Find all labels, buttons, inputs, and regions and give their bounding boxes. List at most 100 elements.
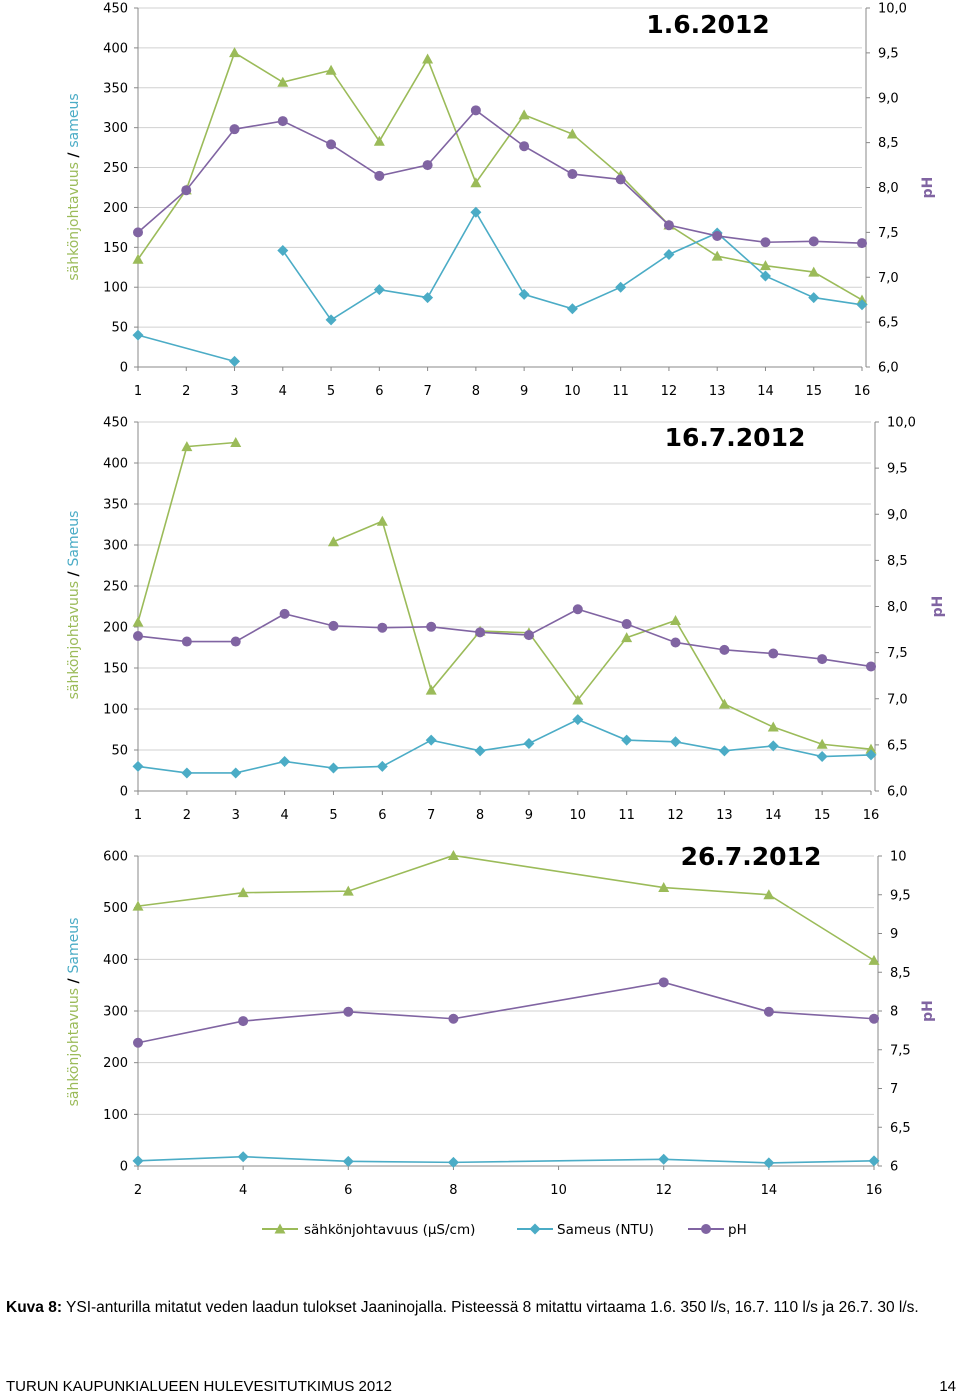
point-ph bbox=[326, 139, 337, 150]
y-right-axis-label: pH bbox=[920, 1000, 936, 1022]
y-left-label-conductivity: sähkönjohtavuus bbox=[66, 158, 82, 281]
point-ph bbox=[279, 608, 290, 619]
chart-16-7-2012: 0 50 100 150 200 250 300 350 400 450 6,0 6,5 7,0 7,5 8… bbox=[66, 416, 946, 824]
point-ph bbox=[658, 977, 669, 988]
point-ph bbox=[426, 621, 437, 632]
point-turbidity bbox=[132, 760, 144, 772]
y-left-tick-label: 400 bbox=[103, 457, 128, 472]
x-tick-label: 10 bbox=[550, 1183, 567, 1198]
chart-title: 26.7.2012 bbox=[681, 842, 822, 871]
point-ph bbox=[712, 230, 723, 241]
x-tick-label: 15 bbox=[814, 808, 831, 823]
point-turbidity bbox=[759, 270, 771, 282]
point-conductivity bbox=[132, 900, 144, 911]
point-turbidity bbox=[518, 288, 530, 300]
y-right-tick-label: 8,5 bbox=[890, 966, 911, 981]
point-conductivity bbox=[327, 536, 339, 547]
y-right-tick-label: 6,5 bbox=[890, 1121, 911, 1136]
y-right-tick-label: 7 bbox=[890, 1082, 898, 1097]
point-turbidity bbox=[658, 1153, 670, 1165]
y-right-tick-label: 10,0 bbox=[878, 2, 907, 17]
point-ph bbox=[621, 619, 632, 630]
point-turbidity bbox=[865, 749, 877, 761]
point-conductivity bbox=[470, 177, 482, 188]
legend-marker bbox=[701, 1224, 711, 1234]
point-turbidity bbox=[132, 329, 144, 341]
point-conductivity bbox=[566, 128, 578, 139]
point-ph bbox=[181, 185, 192, 196]
x-tick-label: 6 bbox=[378, 808, 386, 823]
y-left-label-separator: / bbox=[66, 566, 82, 576]
point-conductivity bbox=[670, 614, 682, 625]
x-tick-label: 14 bbox=[765, 808, 782, 823]
y-left-label-conductivity: sähkönjohtavuus bbox=[66, 576, 82, 699]
y-left-tick-label: 100 bbox=[103, 703, 128, 718]
point-turbidity bbox=[447, 1156, 459, 1168]
series-ph bbox=[133, 105, 867, 249]
series-turbidity bbox=[132, 1151, 880, 1169]
point-conductivity bbox=[658, 882, 670, 893]
point-ph bbox=[763, 1006, 774, 1017]
y-right-tick-label: 6 bbox=[890, 1160, 898, 1175]
point-ph bbox=[866, 661, 876, 672]
x-tick-label: 2 bbox=[182, 384, 190, 399]
y-right-tick-label: 8,5 bbox=[878, 136, 899, 151]
point-conductivity bbox=[447, 849, 459, 860]
x-tick-label: 1 bbox=[134, 808, 142, 823]
y-left-label-turbidity: Sameus bbox=[66, 918, 82, 974]
chart-1-6-2012: 0 50 100 150 200 250 300 350 400 450 6,0 6,5 7,0 7,5 8… bbox=[66, 2, 936, 400]
point-turbidity bbox=[718, 745, 730, 757]
x-tick-label: 6 bbox=[375, 384, 383, 399]
point-turbidity bbox=[373, 284, 385, 296]
y-left-label-turbidity: Sameus bbox=[66, 511, 82, 567]
y-right-tick-label: 8,0 bbox=[887, 600, 908, 615]
point-turbidity bbox=[425, 734, 437, 746]
y-left-tick-label: 100 bbox=[103, 1108, 128, 1123]
legend-marker bbox=[529, 1223, 541, 1235]
x-tick-label: 5 bbox=[327, 384, 335, 399]
x-tick-label: 7 bbox=[427, 808, 435, 823]
point-ph bbox=[768, 648, 779, 659]
point-conductivity bbox=[808, 266, 820, 277]
point-turbidity bbox=[663, 249, 675, 261]
point-conductivity bbox=[229, 47, 241, 58]
point-ph bbox=[808, 236, 819, 247]
series-line-ph bbox=[137, 109, 863, 244]
y-left-tick-label: 500 bbox=[103, 901, 128, 916]
figure-caption: Kuva 8: YSI-anturilla mitatut veden laad… bbox=[6, 1296, 956, 1320]
point-ph bbox=[857, 238, 867, 249]
point-ph bbox=[670, 637, 681, 648]
y-left-tick-label: 0 bbox=[120, 785, 128, 800]
x-tick-label: 4 bbox=[239, 1183, 247, 1198]
x-tick-label: 11 bbox=[618, 808, 635, 823]
series-line-turbidity bbox=[137, 1155, 875, 1164]
point-conductivity bbox=[181, 441, 193, 452]
x-tick-label: 16 bbox=[863, 808, 880, 823]
y-right-tick-label: 7,5 bbox=[887, 646, 908, 661]
x-tick-label: 3 bbox=[230, 384, 238, 399]
point-conductivity bbox=[230, 437, 242, 447]
y-left-tick-label: 300 bbox=[103, 1005, 128, 1020]
point-conductivity bbox=[572, 694, 584, 705]
y-right-tick-label: 9,0 bbox=[887, 508, 908, 523]
point-turbidity bbox=[474, 745, 486, 757]
y-right-tick-label: 6,0 bbox=[878, 361, 899, 376]
chart-26-7-2012: 0 100 200 300 400 500 600 6 6,5 7 7,5 8 8,5 9 9,5 10 2 4 6… bbox=[66, 842, 936, 1198]
point-conductivity bbox=[373, 135, 385, 146]
x-tick-label: 12 bbox=[667, 808, 684, 823]
point-ph bbox=[422, 160, 433, 171]
x-tick-label: 8 bbox=[476, 808, 484, 823]
y-right-tick-label: 7,5 bbox=[878, 226, 899, 241]
y-right-tick-label: 7,0 bbox=[878, 271, 899, 286]
point-ph bbox=[519, 141, 530, 152]
y-right-tick-label: 8 bbox=[890, 1005, 898, 1020]
page-footer: TURUN KAUPUNKIALUEEN HULEVESITUTKIMUS 20… bbox=[6, 1378, 956, 1398]
point-ph bbox=[230, 636, 241, 647]
y-left-tick-label: 0 bbox=[120, 361, 128, 376]
point-ph bbox=[229, 124, 240, 135]
point-ph bbox=[719, 644, 730, 655]
y-right-tick-label: 9,5 bbox=[887, 462, 908, 477]
charts-canvas: 0501001502002503003504004506,06,57,07,58… bbox=[66, 2, 946, 1239]
point-ph bbox=[615, 174, 626, 185]
x-tick-label: 14 bbox=[761, 1183, 778, 1198]
